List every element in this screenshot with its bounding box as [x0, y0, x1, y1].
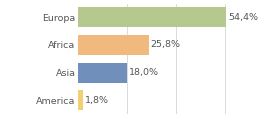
- Bar: [78, 63, 127, 83]
- Bar: [78, 35, 149, 55]
- Text: 25,8%: 25,8%: [150, 41, 180, 49]
- Text: 18,0%: 18,0%: [129, 68, 159, 77]
- Bar: [78, 7, 227, 27]
- Text: 54,4%: 54,4%: [228, 13, 258, 22]
- Text: 1,8%: 1,8%: [85, 96, 109, 105]
- Bar: [78, 90, 83, 110]
